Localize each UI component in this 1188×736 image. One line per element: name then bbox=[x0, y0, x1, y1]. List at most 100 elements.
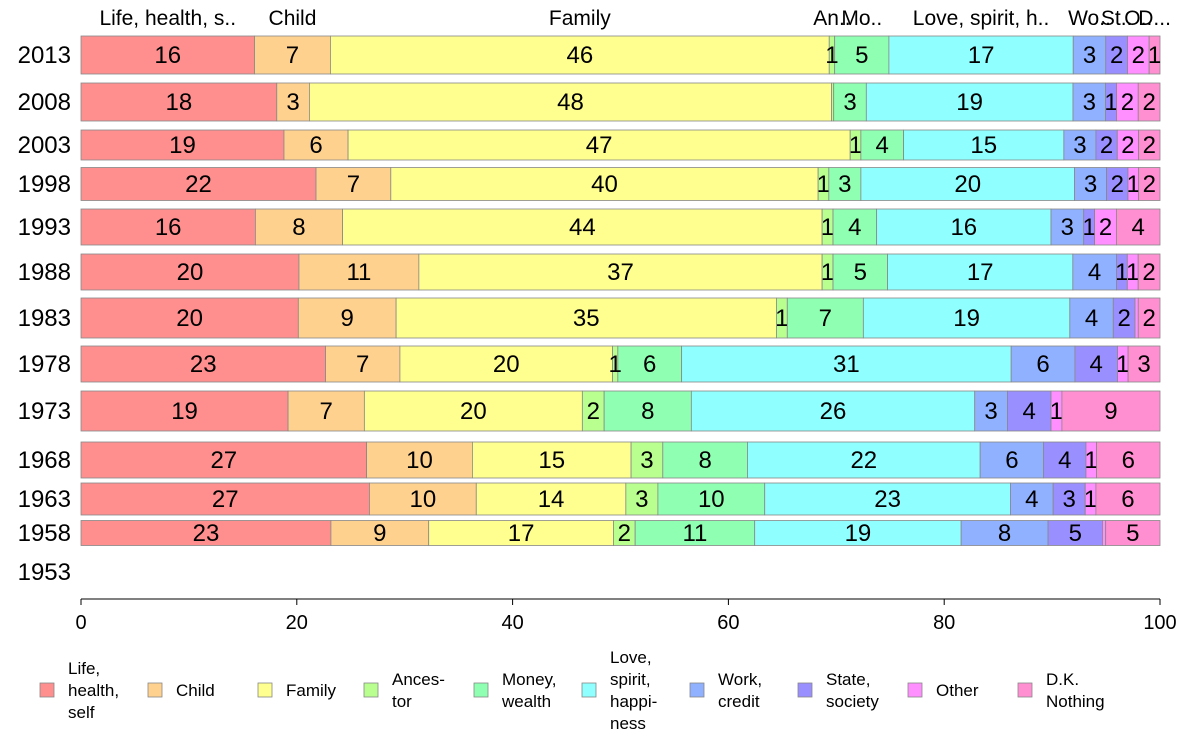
data-label: 20 bbox=[954, 171, 981, 198]
bar-segment bbox=[865, 82, 1074, 122]
bar-segment bbox=[80, 482, 370, 516]
data-label: 20 bbox=[493, 351, 520, 378]
bar-segment bbox=[80, 129, 285, 161]
bar-segment bbox=[80, 390, 289, 432]
legend-swatch bbox=[797, 682, 813, 698]
data-label: 7 bbox=[819, 305, 832, 332]
bar-segment bbox=[625, 482, 659, 516]
y-tick-label: 1968 bbox=[18, 447, 71, 474]
y-tick-label: 2013 bbox=[18, 42, 71, 69]
bar-segment bbox=[1138, 167, 1161, 201]
x-tick-label: 0 bbox=[75, 612, 86, 634]
data-label: 15 bbox=[538, 447, 565, 474]
bar-segment bbox=[1069, 297, 1114, 339]
data-label: 11 bbox=[346, 259, 371, 286]
bar-segment bbox=[786, 297, 864, 339]
data-label: 1 bbox=[1085, 447, 1098, 474]
bar-segment bbox=[888, 35, 1074, 75]
bar-segment bbox=[1137, 297, 1161, 339]
y-tick-label: 1963 bbox=[18, 486, 71, 513]
bar-segment bbox=[979, 441, 1045, 479]
bar-segment bbox=[1063, 129, 1097, 161]
data-label: 1 bbox=[1127, 171, 1140, 198]
data-label: 1 bbox=[1116, 351, 1129, 378]
data-label: 1 bbox=[1082, 214, 1095, 241]
data-label: 2 bbox=[1110, 42, 1123, 69]
x-tick-label: 80 bbox=[933, 612, 955, 634]
legend-label: ness bbox=[610, 714, 646, 733]
y-tick-label: 2008 bbox=[18, 89, 71, 116]
data-label: 6 bbox=[1036, 351, 1049, 378]
data-label: 4 bbox=[1132, 214, 1145, 241]
data-label: 20 bbox=[177, 259, 204, 286]
data-label: 8 bbox=[698, 447, 711, 474]
top-category-label: Family bbox=[549, 7, 611, 30]
bar-segment bbox=[1050, 208, 1085, 246]
bar-segment bbox=[1074, 345, 1118, 383]
bar-segment bbox=[862, 297, 1071, 339]
data-label: 1 bbox=[821, 214, 834, 241]
bar-segment bbox=[1148, 35, 1161, 75]
data-label: 5 bbox=[855, 42, 868, 69]
legend-swatch bbox=[39, 682, 55, 698]
data-label: 1 bbox=[1104, 89, 1117, 116]
bar-segment bbox=[603, 390, 692, 432]
bar-segment bbox=[283, 129, 349, 161]
data-label: 26 bbox=[820, 398, 847, 425]
top-category-label: D... bbox=[1138, 7, 1171, 30]
data-label: 9 bbox=[1104, 398, 1117, 425]
data-label: 2 bbox=[1142, 305, 1155, 332]
top-category-label: Wo.. bbox=[1068, 7, 1111, 30]
x-tick-label: 100 bbox=[1143, 612, 1176, 634]
data-label: 4 bbox=[848, 214, 861, 241]
data-label: 8 bbox=[292, 214, 305, 241]
data-label: 3 bbox=[984, 398, 997, 425]
data-label: 1 bbox=[775, 305, 788, 332]
data-label: 3 bbox=[1073, 132, 1086, 159]
bar-segment bbox=[630, 441, 664, 479]
legend-label: health, bbox=[68, 681, 119, 700]
legend-swatch bbox=[689, 682, 705, 698]
data-label: 7 bbox=[347, 171, 360, 198]
bar-segment bbox=[390, 167, 819, 201]
legend-swatch bbox=[907, 682, 923, 698]
bar-segment bbox=[315, 167, 392, 201]
data-label: 47 bbox=[586, 132, 613, 159]
data-label: 1 bbox=[849, 132, 862, 159]
top-category-label: St.. bbox=[1101, 7, 1133, 30]
data-label: 6 bbox=[643, 351, 656, 378]
data-label: 3 bbox=[838, 171, 851, 198]
data-label: 4 bbox=[1058, 447, 1071, 474]
y-tick-label: 1978 bbox=[18, 351, 71, 378]
bar-segment bbox=[347, 129, 851, 161]
data-label: 35 bbox=[573, 305, 600, 332]
legend-label: credit bbox=[718, 692, 760, 711]
legend-label: wealth bbox=[501, 692, 551, 711]
data-label: 4 bbox=[1088, 259, 1101, 286]
data-label: 10 bbox=[406, 447, 433, 474]
bar-segment bbox=[472, 441, 632, 479]
data-label: 3 bbox=[635, 486, 648, 513]
bar-segment bbox=[887, 253, 1074, 291]
bar-segment bbox=[1096, 441, 1161, 479]
data-label: 4 bbox=[1090, 351, 1103, 378]
bar-segment bbox=[681, 345, 1012, 383]
data-label: 8 bbox=[641, 398, 654, 425]
data-label: 2 bbox=[1121, 132, 1134, 159]
bar-segment bbox=[1102, 520, 1107, 546]
bar-segment bbox=[80, 297, 299, 339]
bar-segment bbox=[80, 208, 256, 246]
data-label: 2 bbox=[1142, 259, 1155, 286]
legend-swatch bbox=[1017, 682, 1033, 698]
data-label: 17 bbox=[508, 520, 535, 547]
legend-label: Other bbox=[936, 681, 979, 700]
data-label: 8 bbox=[998, 520, 1011, 547]
data-label: 2 bbox=[587, 398, 600, 425]
bar-segment bbox=[747, 441, 981, 479]
data-label: 7 bbox=[356, 351, 369, 378]
bar-segment bbox=[974, 390, 1008, 432]
data-label: 23 bbox=[874, 486, 901, 513]
bar-segment bbox=[832, 253, 888, 291]
top-category-label: Mo.. bbox=[841, 7, 882, 30]
data-label: 20 bbox=[176, 305, 203, 332]
